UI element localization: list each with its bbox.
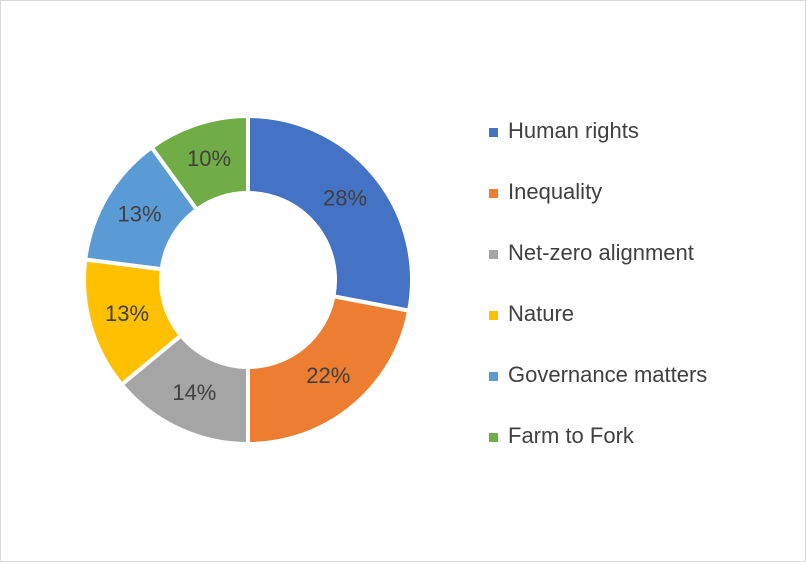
legend-label: Farm to Fork — [508, 423, 635, 448]
data-label: 10% — [187, 146, 231, 171]
data-label: 13% — [105, 301, 149, 326]
data-label: 22% — [306, 363, 350, 388]
legend-label: Human rights — [508, 118, 639, 143]
donut-segment — [246, 293, 412, 447]
legend-swatch — [489, 128, 498, 137]
donut-segment — [246, 113, 414, 314]
legend-label: Net-zero alignment — [508, 240, 694, 265]
donut-segment — [148, 113, 250, 213]
legend-swatch — [489, 311, 498, 320]
data-label: 28% — [323, 185, 367, 210]
legend-swatch — [489, 250, 498, 259]
data-label: 13% — [118, 202, 162, 227]
legend-swatch — [489, 372, 498, 381]
legend-swatch — [489, 189, 498, 198]
data-label: 14% — [172, 380, 216, 405]
legend-swatch — [489, 433, 498, 442]
legend-label: Governance matters — [508, 362, 707, 387]
legend-label: Nature — [508, 301, 574, 326]
legend-label: Inequality — [508, 179, 602, 204]
